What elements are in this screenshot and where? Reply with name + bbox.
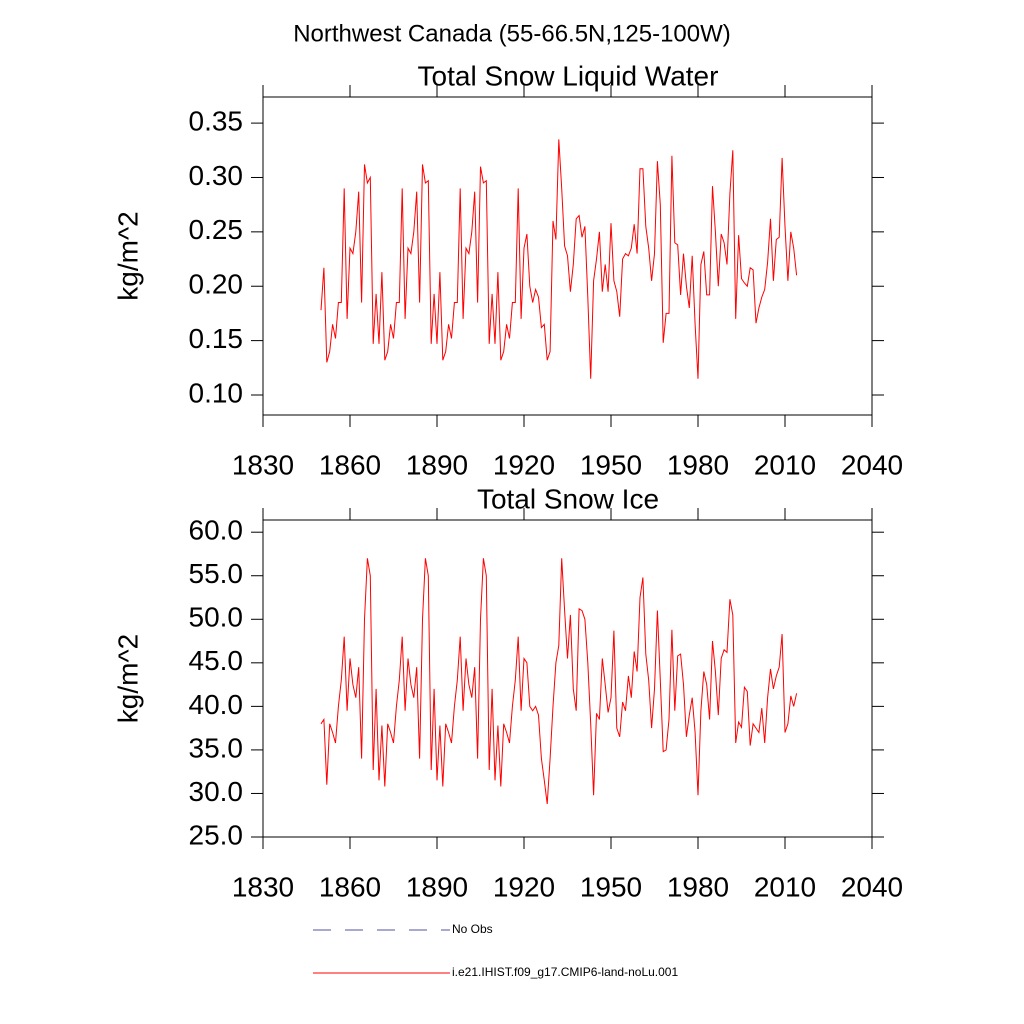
x-tick-label: 1950 [580, 871, 642, 902]
x-tick-label: 1830 [232, 871, 294, 902]
y-tick-label: 60.0 [189, 515, 244, 546]
figure-title: Northwest Canada (55-66.5N,125-100W) [293, 20, 731, 47]
x-tick-label: 1920 [493, 871, 555, 902]
x-tick-label: 2040 [841, 871, 903, 902]
y-tick-label: 55.0 [189, 558, 244, 589]
y-tick-label: 30.0 [189, 776, 244, 807]
y-tick-label: 0.10 [189, 377, 244, 408]
legend-label: No Obs [452, 922, 493, 936]
y-tick-label: 0.30 [189, 160, 244, 191]
y-axis-label: kg/m^2 [112, 634, 143, 723]
y-axis-label: kg/m^2 [112, 211, 143, 300]
x-tick-label: 1890 [406, 871, 468, 902]
x-tick-label: 1860 [319, 449, 381, 480]
x-tick-label: 2040 [841, 449, 903, 480]
y-tick-label: 0.35 [189, 105, 244, 136]
y-tick-label: 0.15 [189, 323, 244, 354]
plot-frame [262, 519, 873, 838]
x-tick-label: 1980 [667, 449, 729, 480]
y-tick-label: 40.0 [189, 689, 244, 720]
legend-label: i.e21.IHIST.f09_g17.CMIP6-land-noLu.001 [452, 965, 678, 979]
x-tick-label: 1980 [667, 871, 729, 902]
x-tick-label: 1830 [232, 449, 294, 480]
y-tick-label: 35.0 [189, 732, 244, 763]
y-tick-label: 50.0 [189, 602, 244, 633]
x-tick-label: 2010 [754, 871, 816, 902]
y-tick-label: 45.0 [189, 645, 244, 676]
plot-frame [262, 96, 873, 416]
chart-title: Total Snow Ice [477, 483, 659, 514]
chart-title: Total Snow Liquid Water [418, 60, 719, 91]
data-line [320, 558, 798, 804]
y-tick-label: 0.25 [189, 214, 244, 245]
data-line [320, 139, 798, 379]
x-tick-label: 1890 [406, 449, 468, 480]
x-tick-label: 1950 [580, 449, 642, 480]
x-tick-label: 2010 [754, 449, 816, 480]
y-tick-label: 0.20 [189, 269, 244, 300]
x-tick-label: 1860 [319, 871, 381, 902]
x-tick-label: 1920 [493, 449, 555, 480]
y-tick-label: 25.0 [189, 819, 244, 850]
